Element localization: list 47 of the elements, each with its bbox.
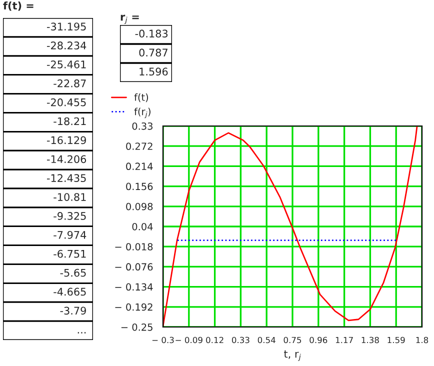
y-tick-label: 0.098	[126, 202, 153, 210]
x-axis-title: t, r$_{j}$	[284, 350, 301, 361]
x-tick-label: 0.96	[310, 336, 328, 344]
text: -0.183	[135, 30, 168, 38]
text: -7.974	[54, 230, 86, 239]
text: f(t) =	[3, 1, 34, 11]
x-tick-label: 1.59	[388, 336, 405, 344]
text: -28.234	[47, 42, 86, 50]
x-tick-label: 0.75	[284, 336, 302, 344]
text: 0.787	[139, 48, 168, 57]
x-tick-label: 0.54	[258, 336, 276, 344]
text: 1.596	[140, 68, 168, 76]
text: -18.21	[54, 117, 86, 126]
text: -4.665	[54, 288, 86, 296]
y-tick-label: − 0.018	[115, 243, 153, 250]
y-tick-label: 0.214	[126, 162, 153, 170]
text: r$_{j}$ =	[120, 14, 139, 24]
text: -25.461	[47, 60, 86, 68]
x-tick-label: 1.8	[416, 336, 428, 344]
y-tick-label: 0.33	[132, 122, 152, 130]
text: -9.325	[54, 212, 86, 220]
text: -3.79	[60, 306, 86, 315]
legend-label: f(t)	[134, 93, 148, 102]
text: -12.435	[47, 174, 86, 182]
text: -10.81	[54, 193, 86, 201]
y-tick-label: − 0.192	[115, 303, 152, 311]
y-tick-label: − 0.25	[121, 323, 152, 331]
x-tick-label: 1.38	[362, 336, 379, 344]
y-tick-label: 0.272	[126, 142, 152, 150]
x-tick-label: 0.12	[206, 336, 224, 344]
y-tick-label: 0.156	[126, 182, 153, 190]
text: -6.751	[54, 250, 86, 258]
x-tick-label: 1.17	[336, 336, 353, 344]
text: -5.65	[60, 268, 86, 277]
text: -14.206	[47, 155, 86, 164]
text: -20.455	[47, 98, 86, 106]
y-tick-label: − 0.134	[115, 283, 153, 291]
legend-label: f(r$_{j}$)	[134, 108, 150, 118]
text: ...	[78, 332, 86, 334]
y-tick-label: 0.04	[132, 222, 153, 230]
text: -22.87	[54, 79, 86, 88]
x-tick-label: − 0.09	[176, 336, 202, 344]
y-tick-label: − 0.076	[115, 263, 153, 271]
text: -16.129	[47, 136, 86, 144]
text: -31.195	[47, 22, 86, 30]
x-tick-label: − 0.3	[152, 336, 174, 344]
x-tick-label: 0.33	[232, 336, 250, 344]
